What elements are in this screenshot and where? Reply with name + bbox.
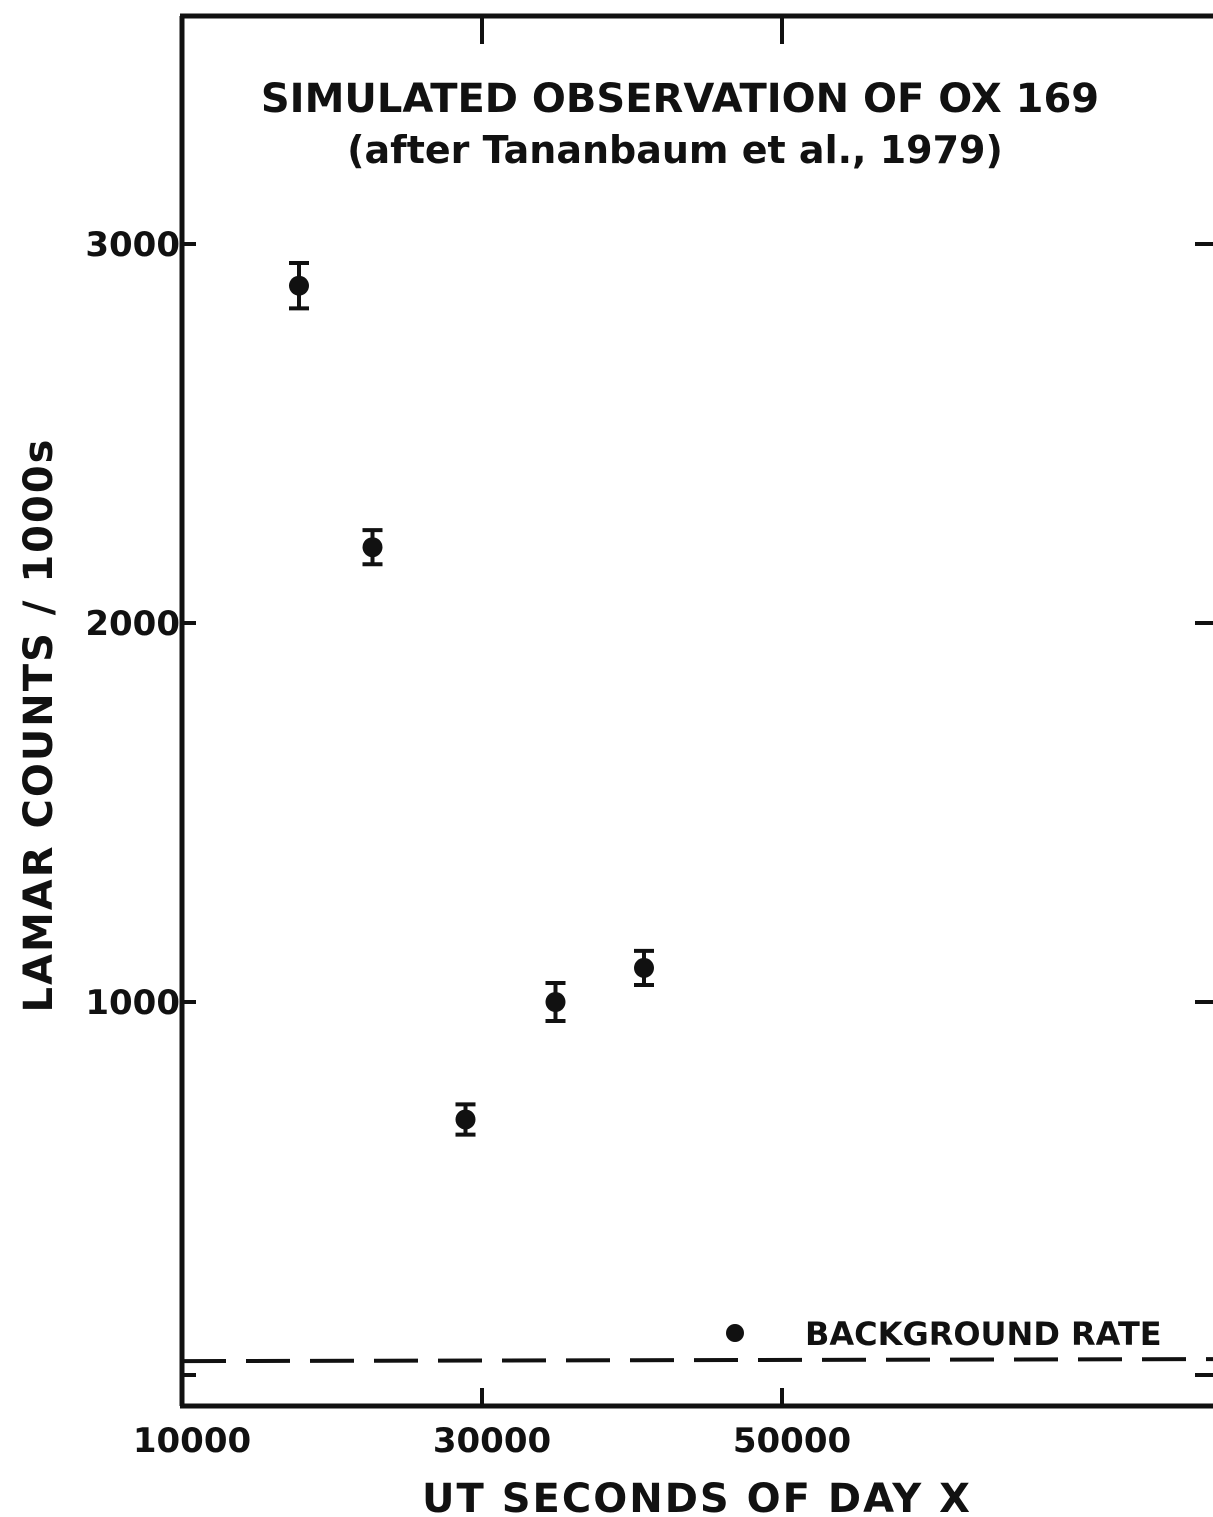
x-tick-label: 50000	[733, 1421, 851, 1461]
legend-marker	[726, 1324, 744, 1342]
point-marker	[362, 537, 383, 558]
data-point	[634, 948, 654, 987]
legend: BACKGROUND RATE	[726, 1315, 1162, 1353]
chart-title: SIMULATED OBSERVATION OF OX 169	[261, 76, 1099, 122]
background-rate-dashes	[181, 1357, 1213, 1364]
point-marker	[634, 957, 654, 978]
data-points	[289, 260, 654, 1137]
point-marker	[289, 275, 309, 296]
data-point	[289, 260, 309, 311]
x-tick-label: 10000	[133, 1421, 251, 1461]
data-point	[455, 1102, 476, 1137]
data-point	[545, 981, 566, 1023]
y-axis-label: LAMAR COUNTS / 1000s	[16, 438, 62, 1013]
legend-label: BACKGROUND RATE	[805, 1315, 1162, 1353]
background-rate-line	[181, 1357, 1213, 1364]
y-tick-label: 1000	[85, 983, 180, 1023]
point-marker	[545, 992, 566, 1012]
data-point	[362, 528, 383, 567]
point-marker	[455, 1109, 476, 1130]
plot-frame	[179, 13, 1213, 1409]
chart-subtitle: (after Tananbaum et al., 1979)	[347, 128, 1003, 172]
x-axis-label: UT SECONDS OF DAY X	[422, 1476, 972, 1517]
y-tick-label: 2000	[85, 604, 180, 644]
axis-ticks: 1000 2000 3000 10000 30000 50000	[85, 16, 1213, 1461]
y-tick-label: 3000	[85, 225, 180, 265]
x-tick-label: 30000	[433, 1421, 551, 1461]
